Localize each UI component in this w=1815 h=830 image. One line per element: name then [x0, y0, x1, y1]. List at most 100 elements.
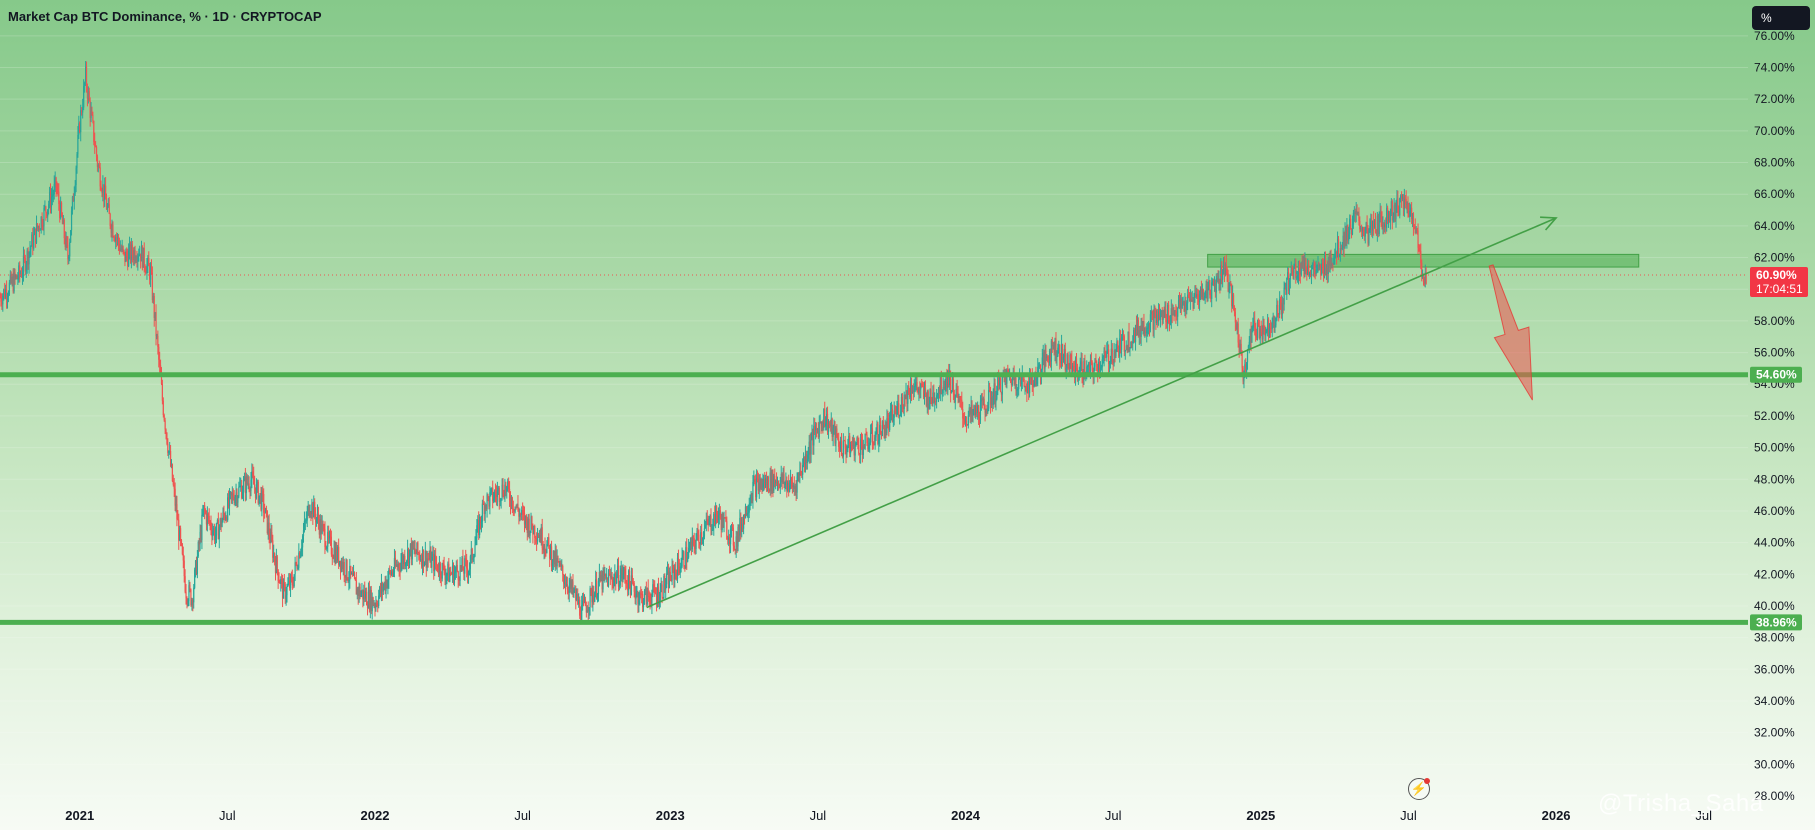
candle-body [334, 548, 336, 563]
candle-body [1234, 311, 1236, 323]
candle-body [807, 454, 809, 459]
candle-body [173, 484, 175, 489]
candle-body [1261, 332, 1263, 340]
candle-body [158, 346, 160, 360]
candle-body [1278, 313, 1280, 315]
support-price-label: 54.60% [1756, 368, 1797, 382]
candle-body [105, 199, 108, 210]
candle-body [89, 100, 91, 118]
candle-body [216, 520, 219, 524]
candle-body [207, 513, 209, 516]
candle-body [414, 547, 416, 553]
candle-body [1372, 220, 1374, 231]
x-tick-label: Jul [514, 808, 531, 823]
candle-body [1126, 345, 1128, 350]
candle-body [779, 480, 781, 489]
candle-body [971, 404, 973, 414]
candle-body [549, 545, 551, 559]
candle-body [976, 405, 978, 413]
candle-body [1319, 265, 1321, 267]
candle-body [859, 453, 861, 455]
candle-body [1401, 197, 1404, 199]
candle-body [106, 206, 109, 210]
candle-body [360, 593, 362, 597]
candle-body [270, 532, 272, 543]
candle-body [1400, 195, 1402, 199]
candle-body [300, 551, 302, 558]
price-axis[interactable]: 76.00%74.00%72.00%70.00%68.00%66.00%64.0… [1754, 29, 1795, 803]
candle-body [183, 560, 185, 577]
candle-body [1334, 256, 1336, 258]
candle-body [351, 573, 353, 575]
candle-body [1187, 294, 1189, 304]
candle-body [241, 492, 244, 499]
candle-body [876, 423, 878, 434]
candle-body [422, 549, 425, 567]
candle-body [980, 398, 982, 402]
candle-body [1117, 341, 1119, 348]
candle-body [1010, 380, 1013, 386]
candle-body [715, 505, 717, 525]
candle-body [622, 573, 624, 579]
candle-body [872, 442, 874, 444]
candle-body [508, 488, 511, 501]
candle-body [616, 565, 619, 577]
candle-body [666, 573, 668, 585]
candle-body [847, 446, 849, 450]
candle-body [225, 517, 227, 520]
candle-body [235, 492, 237, 497]
candle-body [1317, 263, 1319, 270]
candle-body [754, 479, 756, 481]
candle-body [626, 583, 628, 585]
candle-body [838, 439, 840, 447]
candle-body [12, 277, 14, 292]
candle-body [1219, 279, 1221, 285]
candle-body [315, 517, 318, 523]
candle-body [417, 542, 419, 554]
candle-body [214, 535, 217, 541]
candle-body [711, 529, 713, 531]
candle-body [196, 556, 198, 575]
candle-body [689, 541, 692, 546]
candle-body [590, 588, 592, 590]
candle-body [787, 482, 789, 491]
candle-body [666, 570, 669, 574]
candle-body [293, 574, 295, 587]
candle-body [902, 406, 904, 409]
candle-body [341, 561, 343, 570]
candle-body [738, 527, 740, 536]
candle-body [780, 473, 782, 481]
candle-body [607, 573, 610, 587]
candle-body [1257, 322, 1260, 326]
candle-body [968, 407, 970, 416]
candle-body [217, 520, 219, 540]
candle-body [1290, 267, 1292, 275]
candle-body [1113, 350, 1115, 364]
unit-toggle-button[interactable]: % [1752, 6, 1810, 30]
candle-body [792, 485, 794, 488]
candle-body [39, 229, 41, 231]
candle-body [916, 382, 918, 388]
last-price-badge [1750, 266, 1808, 297]
y-tick-label: 62.00% [1754, 251, 1795, 265]
candle-body [755, 477, 758, 498]
candle-body [840, 441, 843, 455]
candle-body [60, 202, 63, 216]
candle-body [228, 492, 231, 507]
candle-body [946, 375, 948, 389]
candle-body [233, 498, 235, 504]
candle-body [1322, 263, 1324, 268]
candle-body [1147, 327, 1149, 329]
time-axis[interactable]: 2021 Jul 2022 Jul 2023 Jul 2024 Jul 2025 Jul 2026 J… [65, 808, 1712, 823]
candle-body [315, 513, 317, 523]
candle-body [355, 580, 357, 595]
candle-body [41, 216, 43, 227]
candle-body [1392, 217, 1394, 221]
candle-body [1398, 212, 1400, 216]
candle-body [1418, 247, 1420, 251]
candle-body [1276, 304, 1278, 321]
candle-body [1118, 347, 1120, 357]
candle-body [128, 250, 130, 267]
candle-body [948, 370, 950, 386]
